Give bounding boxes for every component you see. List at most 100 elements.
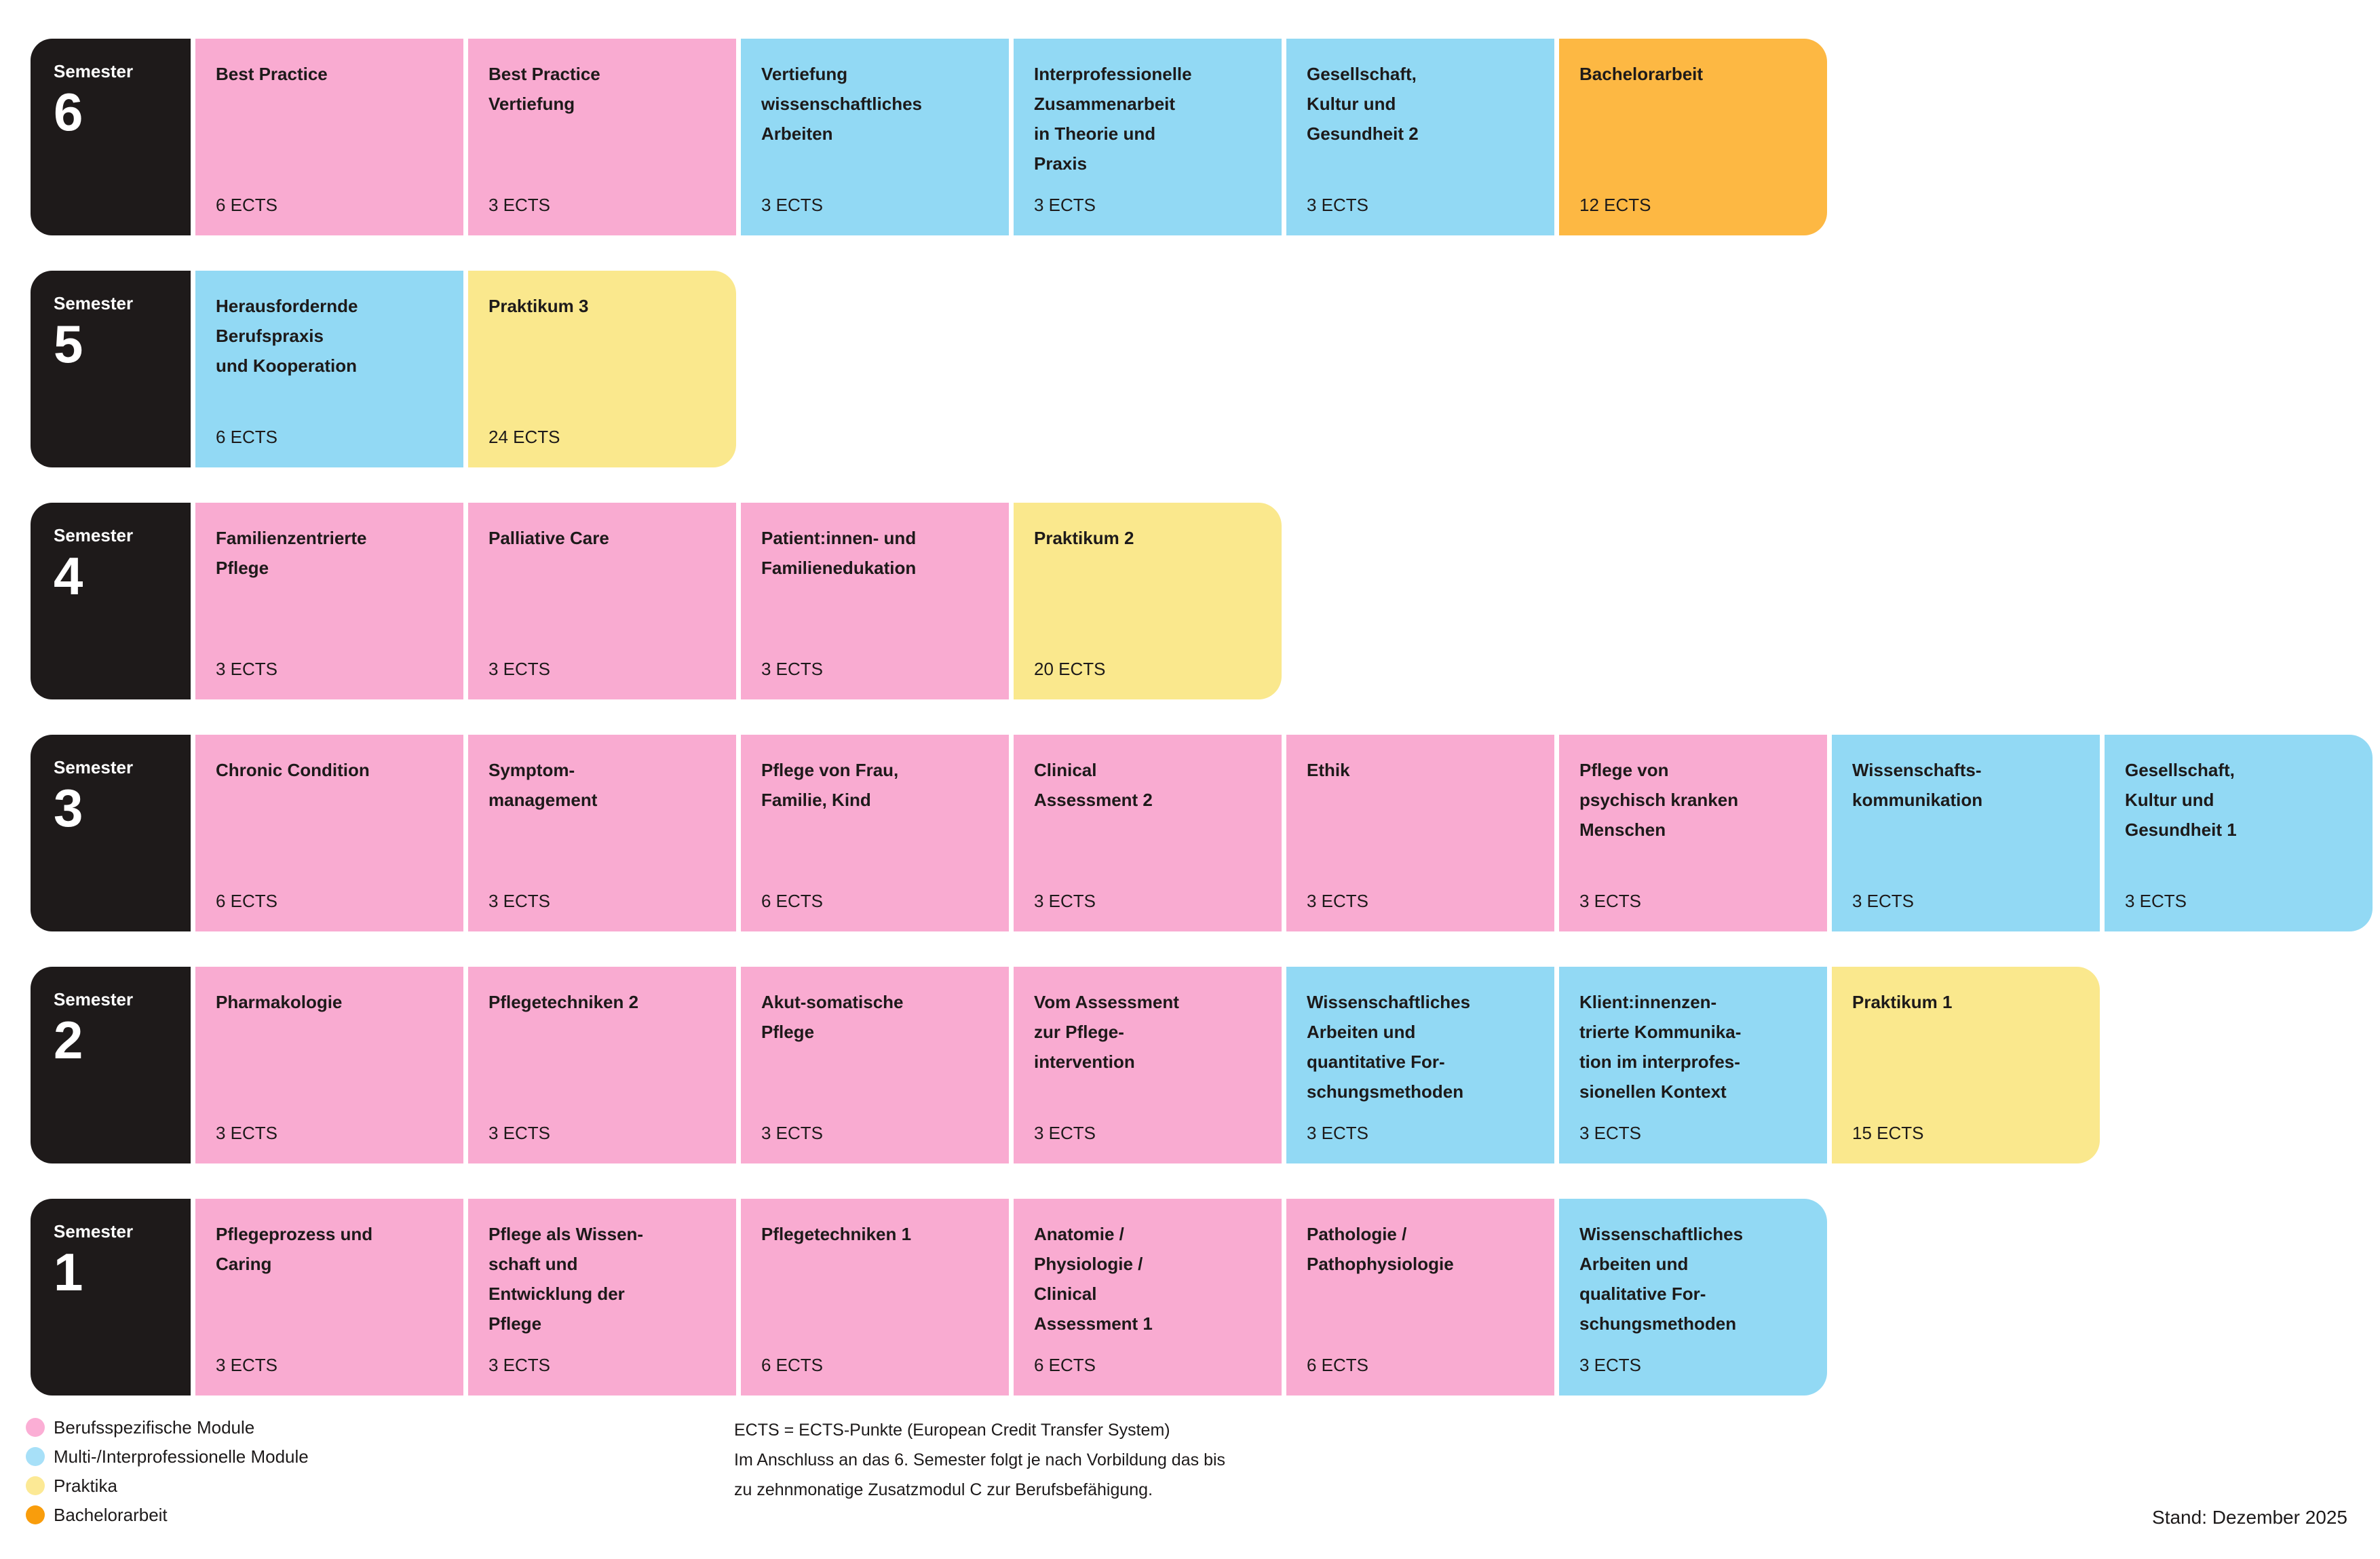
module-ects: 15 ECTS (1852, 1123, 1924, 1143)
legend-label: Bachelorarbeit (54, 1505, 168, 1525)
module-ects: 3 ECTS (1034, 195, 1096, 215)
semester-row-1: Semester 1 Pflegeprozess und Caring 3 ECTS P… (31, 1199, 2377, 1396)
module-title: Familienzentrierte Pflege (216, 528, 367, 578)
semester-number: 6 (54, 82, 83, 142)
module-title: Gesellschaft, Kultur und Gesundheit 1 (2125, 760, 2237, 840)
module-card-berufsspezifisch: Clinical Assessment 2 3 ECTS (1014, 735, 1282, 931)
semester-word: Semester (54, 989, 134, 1009)
module-card-berufsspezifisch: Patient:innen- und Familienedukation 3 EC… (741, 503, 1009, 699)
module-ects: 3 ECTS (1579, 1355, 1642, 1375)
semester-header-4: Semester 4 (31, 503, 191, 699)
module-card-berufsspezifisch: Pflege von psychisch kranken Menschen 3 E… (1559, 735, 1827, 931)
module-title: Praktikum 1 (1852, 992, 1953, 1012)
semester-row-6: Semester 6 Best Practice 6 ECTS Best Practic… (31, 39, 2377, 235)
module-title: Pflegeprozess und Caring (216, 1224, 373, 1274)
module-card-berufsspezifisch: Palliative Care 3 ECTS (468, 503, 736, 699)
legend-dot-icon (26, 1447, 45, 1466)
legend-label: Praktika (54, 1476, 117, 1496)
semester-row-3: Semester 3 Chronic Condition 6 ECTS Symptom-… (31, 735, 2377, 931)
module-card-interprofessionell: Wissenschafts- kommunikation 3 ECTS (1832, 735, 2100, 931)
module-title: Chronic Condition (216, 760, 370, 780)
semester-word: Semester (54, 757, 134, 777)
semester-word: Semester (54, 293, 134, 313)
legend-item-berufsspezifisch: Berufsspezifische Module (26, 1418, 309, 1437)
semester-header-1: Semester 1 (31, 1199, 191, 1396)
footnotes-text: ECTS = ECTS-Punkte (European Credit Tran… (734, 1421, 1226, 1499)
module-ects: 3 ECTS (216, 1355, 278, 1375)
module-card-praktika: Praktikum 1 15 ECTS (1832, 967, 2100, 1163)
semester-header-3: Semester 3 (31, 735, 191, 931)
module-card-berufsspezifisch: Symptom- management 3 ECTS (468, 735, 736, 931)
module-card-interprofessionell: Interprofessionelle Zusammenarbeit in Th… (1014, 39, 1282, 235)
module-title: Bachelorarbeit (1579, 64, 1704, 84)
module-card-berufsspezifisch: Pharmakologie 3 ECTS (195, 967, 463, 1163)
legend-item-praktika: Praktika (26, 1476, 309, 1495)
module-title: Vom Assessment zur Pflege- intervention (1034, 992, 1179, 1072)
module-card-berufsspezifisch: Ethik 3 ECTS (1286, 735, 1554, 931)
module-title: Best Practice (216, 64, 328, 84)
module-title: Clinical Assessment 2 (1034, 760, 1153, 810)
module-card-berufsspezifisch: Familienzentrierte Pflege 3 ECTS (195, 503, 463, 699)
legend-dot-icon (26, 1418, 45, 1437)
module-card-interprofessionell: Klient:innenzen- trierte Kommunika- tion… (1559, 967, 1827, 1163)
module-card-berufsspezifisch: Pflegeprozess und Caring 3 ECTS (195, 1199, 463, 1396)
module-ects: 3 ECTS (488, 1123, 551, 1143)
module-title: Praktikum 2 (1034, 528, 1134, 548)
module-ects: 3 ECTS (1307, 891, 1369, 911)
module-ects: 6 ECTS (216, 195, 278, 215)
module-ects: 6 ECTS (761, 1355, 824, 1375)
module-ects: 24 ECTS (488, 427, 560, 447)
module-title: Pathologie / Pathophysiologie (1307, 1224, 1454, 1274)
status-date-label: Stand: Dezember 2025 (2152, 1507, 2347, 1528)
module-ects: 6 ECTS (1307, 1355, 1369, 1375)
module-card-praktika: Praktikum 2 20 ECTS (1014, 503, 1282, 699)
module-title: Pharmakologie (216, 992, 343, 1012)
semester-number: 3 (54, 778, 83, 838)
module-title: Pflege von psychisch kranken Menschen (1579, 760, 1739, 840)
semester-number: 2 (54, 1010, 83, 1070)
module-title: Praktikum 3 (488, 296, 589, 316)
module-ects: 3 ECTS (216, 659, 278, 679)
module-ects: 3 ECTS (2125, 891, 2187, 911)
legend-label: Multi-/Interprofessionelle Module (54, 1446, 309, 1467)
module-ects: 3 ECTS (1034, 891, 1096, 911)
module-title: Wissenschaftliches Arbeiten und quantita… (1307, 992, 1471, 1102)
module-ects: 3 ECTS (761, 195, 824, 215)
legend-dot-icon (26, 1476, 45, 1495)
module-ects: 6 ECTS (761, 891, 824, 911)
module-card-berufsspezifisch: Best Practice Vertiefung 3 ECTS (468, 39, 736, 235)
module-title: Klient:innenzen- trierte Kommunika- tion… (1579, 992, 1742, 1102)
module-card-interprofessionell: Vertiefung wissenschaftliches Arbeiten 3 … (741, 39, 1009, 235)
semester-rows: Semester 6 Best Practice 6 ECTS Best Practic… (31, 39, 2377, 1396)
module-title: Herausfordernde Berufspraxis und Koopera… (216, 296, 358, 376)
module-card-berufsspezifisch: Akut-somatische Pflege 3 ECTS (741, 967, 1009, 1163)
semester-word: Semester (54, 525, 134, 545)
module-ects: 6 ECTS (216, 891, 278, 911)
semester-number: 1 (54, 1242, 83, 1302)
module-ects: 3 ECTS (1852, 891, 1915, 911)
module-card-interprofessionell: Gesellschaft, Kultur und Gesundheit 1 3 E… (2105, 735, 2373, 931)
module-ects: 12 ECTS (1579, 195, 1651, 215)
legend: Berufsspezifische Module Multi-/Interprof… (26, 1418, 309, 1524)
module-card-bachelorarbeit: Bachelorarbeit 12 ECTS (1559, 39, 1827, 235)
semester-row-4: Semester 4 Familienzentrierte Pflege 3 ECTS… (31, 503, 2377, 699)
module-ects: 3 ECTS (761, 1123, 824, 1143)
module-title: Akut-somatische Pflege (761, 992, 904, 1042)
semester-number: 5 (54, 314, 83, 374)
module-title: Pflegetechniken 2 (488, 992, 639, 1012)
semester-header-6: Semester 6 (31, 39, 191, 235)
semester-word: Semester (54, 1221, 134, 1242)
module-card-berufsspezifisch: Pflege als Wissen- schaft und Entwicklun… (468, 1199, 736, 1396)
module-title: Symptom- management (488, 760, 598, 810)
legend-label: Berufsspezifische Module (54, 1417, 255, 1438)
semester-row-2: Semester 2 Pharmakologie 3 ECTS Pflegetechni… (31, 967, 2377, 1163)
module-title: Pflege von Frau, Familie, Kind (761, 760, 899, 810)
module-ects: 3 ECTS (488, 1355, 551, 1375)
module-card-berufsspezifisch: Pflegetechniken 2 3 ECTS (468, 967, 736, 1163)
module-card-berufsspezifisch: Chronic Condition 6 ECTS (195, 735, 463, 931)
module-card-berufsspezifisch: Pflegetechniken 1 6 ECTS (741, 1199, 1009, 1396)
module-title: Pflege als Wissen- schaft und Entwicklun… (488, 1224, 644, 1334)
module-card-berufsspezifisch: Pflege von Frau, Familie, Kind 6 ECTS (741, 735, 1009, 931)
module-ects: 3 ECTS (1307, 195, 1369, 215)
